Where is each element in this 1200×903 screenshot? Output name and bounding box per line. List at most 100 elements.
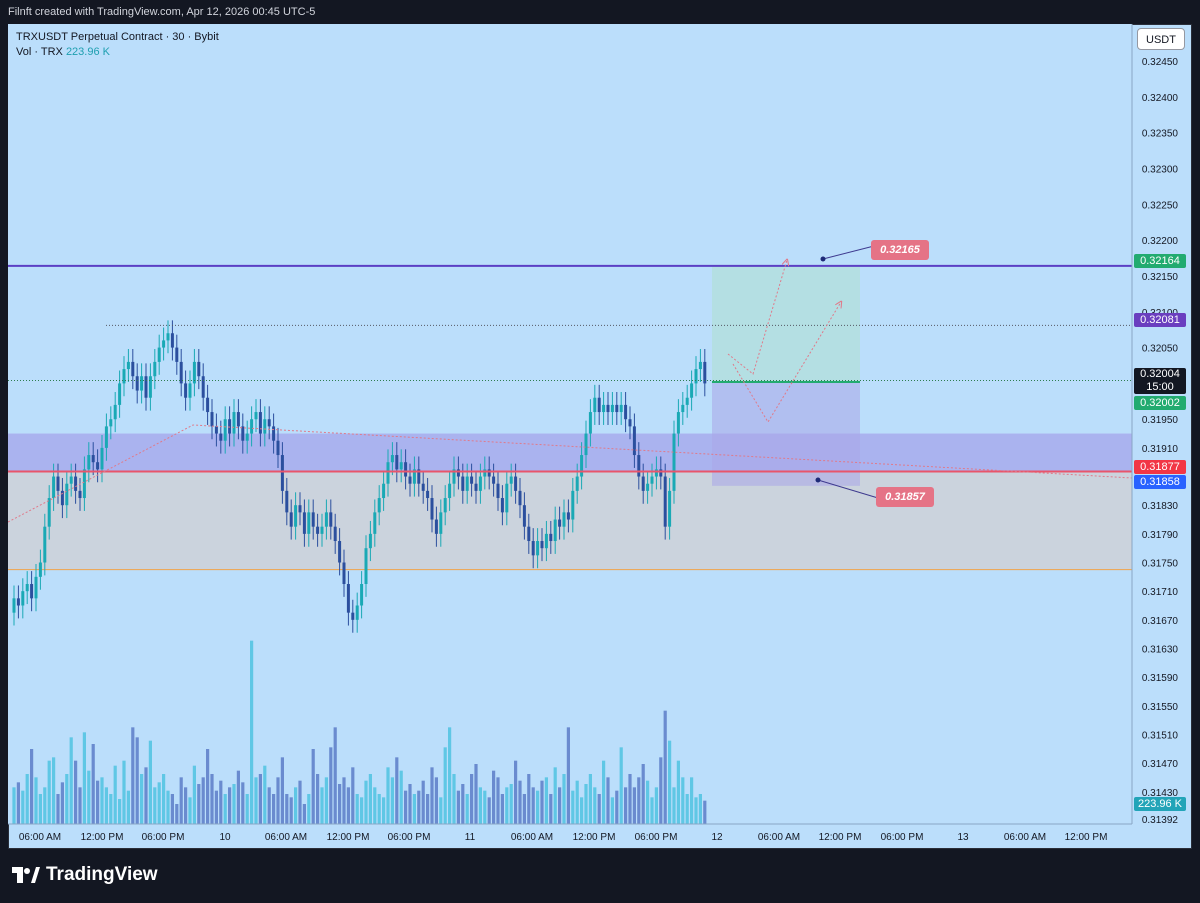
price-tick-label: 0.31392 <box>1142 815 1179 826</box>
entry-price-tag: 0.32002 <box>1134 396 1186 410</box>
volume-bar <box>386 767 390 824</box>
volume-bar <box>571 790 575 824</box>
last-price-tag: 0.32004 15:00 <box>1134 368 1186 394</box>
price-tick-label: 0.31790 <box>1142 530 1179 541</box>
volume-bar <box>109 794 113 824</box>
volume-bar <box>324 777 328 824</box>
candle-body <box>483 469 487 477</box>
candle-body <box>245 433 249 441</box>
volume-bar <box>329 747 333 824</box>
candle-body <box>140 376 144 391</box>
volume-bar <box>421 780 425 824</box>
candle-body <box>223 419 227 441</box>
candle-body <box>562 512 566 527</box>
candle-body <box>78 490 82 499</box>
volume-bar <box>474 764 478 824</box>
volume-bar <box>263 765 267 824</box>
volume-bar <box>382 797 386 824</box>
candle-body <box>575 476 579 491</box>
volume-bar <box>65 774 69 824</box>
candle-body <box>210 412 214 427</box>
currency-button[interactable]: USDT <box>1137 28 1185 50</box>
symbol-line[interactable]: TRXUSDT Perpetual Contract · 30 · Bybit <box>16 31 219 43</box>
candle-body <box>38 562 42 577</box>
candle-body <box>690 383 694 398</box>
time-tick-label: 06:00 AM <box>511 832 553 843</box>
volume-bar <box>478 787 482 824</box>
candle-body <box>659 469 663 477</box>
time-tick-label: 06:00 AM <box>265 832 307 843</box>
candle-body <box>610 404 614 413</box>
volume-bar <box>580 797 584 824</box>
volume-bar <box>219 780 223 824</box>
candle-body <box>206 397 210 413</box>
candle-body <box>703 361 707 384</box>
volume-bar <box>690 777 694 824</box>
candle-body <box>602 404 606 413</box>
target-callout[interactable]: 0.32165 <box>871 240 929 260</box>
candle-body <box>514 476 518 491</box>
volume-bar <box>351 767 355 824</box>
price-tick-label: 0.31630 <box>1142 644 1179 655</box>
time-tick-label: 12:00 PM <box>819 832 862 843</box>
volume-bar <box>140 774 144 824</box>
volume-bar <box>87 770 91 824</box>
volume-bar <box>316 774 320 824</box>
candle-body <box>285 490 289 513</box>
candle-body <box>496 483 500 499</box>
candle-body <box>21 591 25 606</box>
volume-bar <box>96 780 100 824</box>
volume-bar <box>426 794 430 824</box>
volume-bar <box>373 787 377 824</box>
volume-bar <box>549 794 553 824</box>
time-tick-label: 06:00 AM <box>1004 832 1046 843</box>
volume-bar <box>632 787 636 824</box>
volume-bar <box>192 765 196 824</box>
candle-body <box>417 469 421 484</box>
last-price-value: 0.32004 <box>1140 368 1180 380</box>
volume-bar <box>465 794 469 824</box>
candle-body <box>311 512 315 527</box>
candle-body <box>408 476 412 484</box>
candle-body <box>650 476 654 484</box>
volume-bar <box>676 760 680 824</box>
purple-zone <box>8 433 1132 472</box>
candle-body <box>606 404 610 413</box>
candle-body <box>157 347 161 362</box>
volume-value: 223.96 K <box>65 46 110 58</box>
candle-body <box>584 433 588 456</box>
volume-bar <box>522 794 526 824</box>
candle-body <box>628 419 632 427</box>
stop-callout[interactable]: 0.31857 <box>876 487 934 507</box>
price-tick-label: 0.31590 <box>1142 673 1179 684</box>
candle-body <box>522 505 526 527</box>
price-tick-label: 0.31830 <box>1142 501 1179 512</box>
price-chart[interactable]: 0.32450 0.32400 0.32350 0.32300 0.32250 0.322… <box>8 24 1192 849</box>
candle-body <box>87 455 91 470</box>
candle-body <box>544 533 548 549</box>
candle-body <box>518 490 522 506</box>
candle-body <box>65 483 69 506</box>
candle-body <box>421 483 425 491</box>
volume-bar <box>210 774 214 824</box>
projection-arrow-up <box>727 260 787 375</box>
candle-body <box>236 412 240 427</box>
volume-bar <box>56 794 60 824</box>
candle-body <box>192 361 196 384</box>
candle-body <box>162 340 166 348</box>
candle-body <box>56 476 60 491</box>
candle-body <box>250 419 254 434</box>
candle-body <box>681 404 685 413</box>
volume-bar <box>289 797 293 824</box>
candle-body <box>30 584 34 599</box>
volume-bar <box>654 787 658 824</box>
tradingview-brand[interactable]: TradingView <box>12 864 158 886</box>
candle-body <box>668 490 672 527</box>
candle-body <box>672 433 676 491</box>
volume-bar <box>434 777 438 824</box>
candle-body <box>52 476 56 499</box>
time-tick-label: 12:00 PM <box>327 832 370 843</box>
price-tick-label: 0.31510 <box>1142 730 1179 741</box>
volume-bar <box>566 727 570 824</box>
candle-body <box>74 476 78 491</box>
